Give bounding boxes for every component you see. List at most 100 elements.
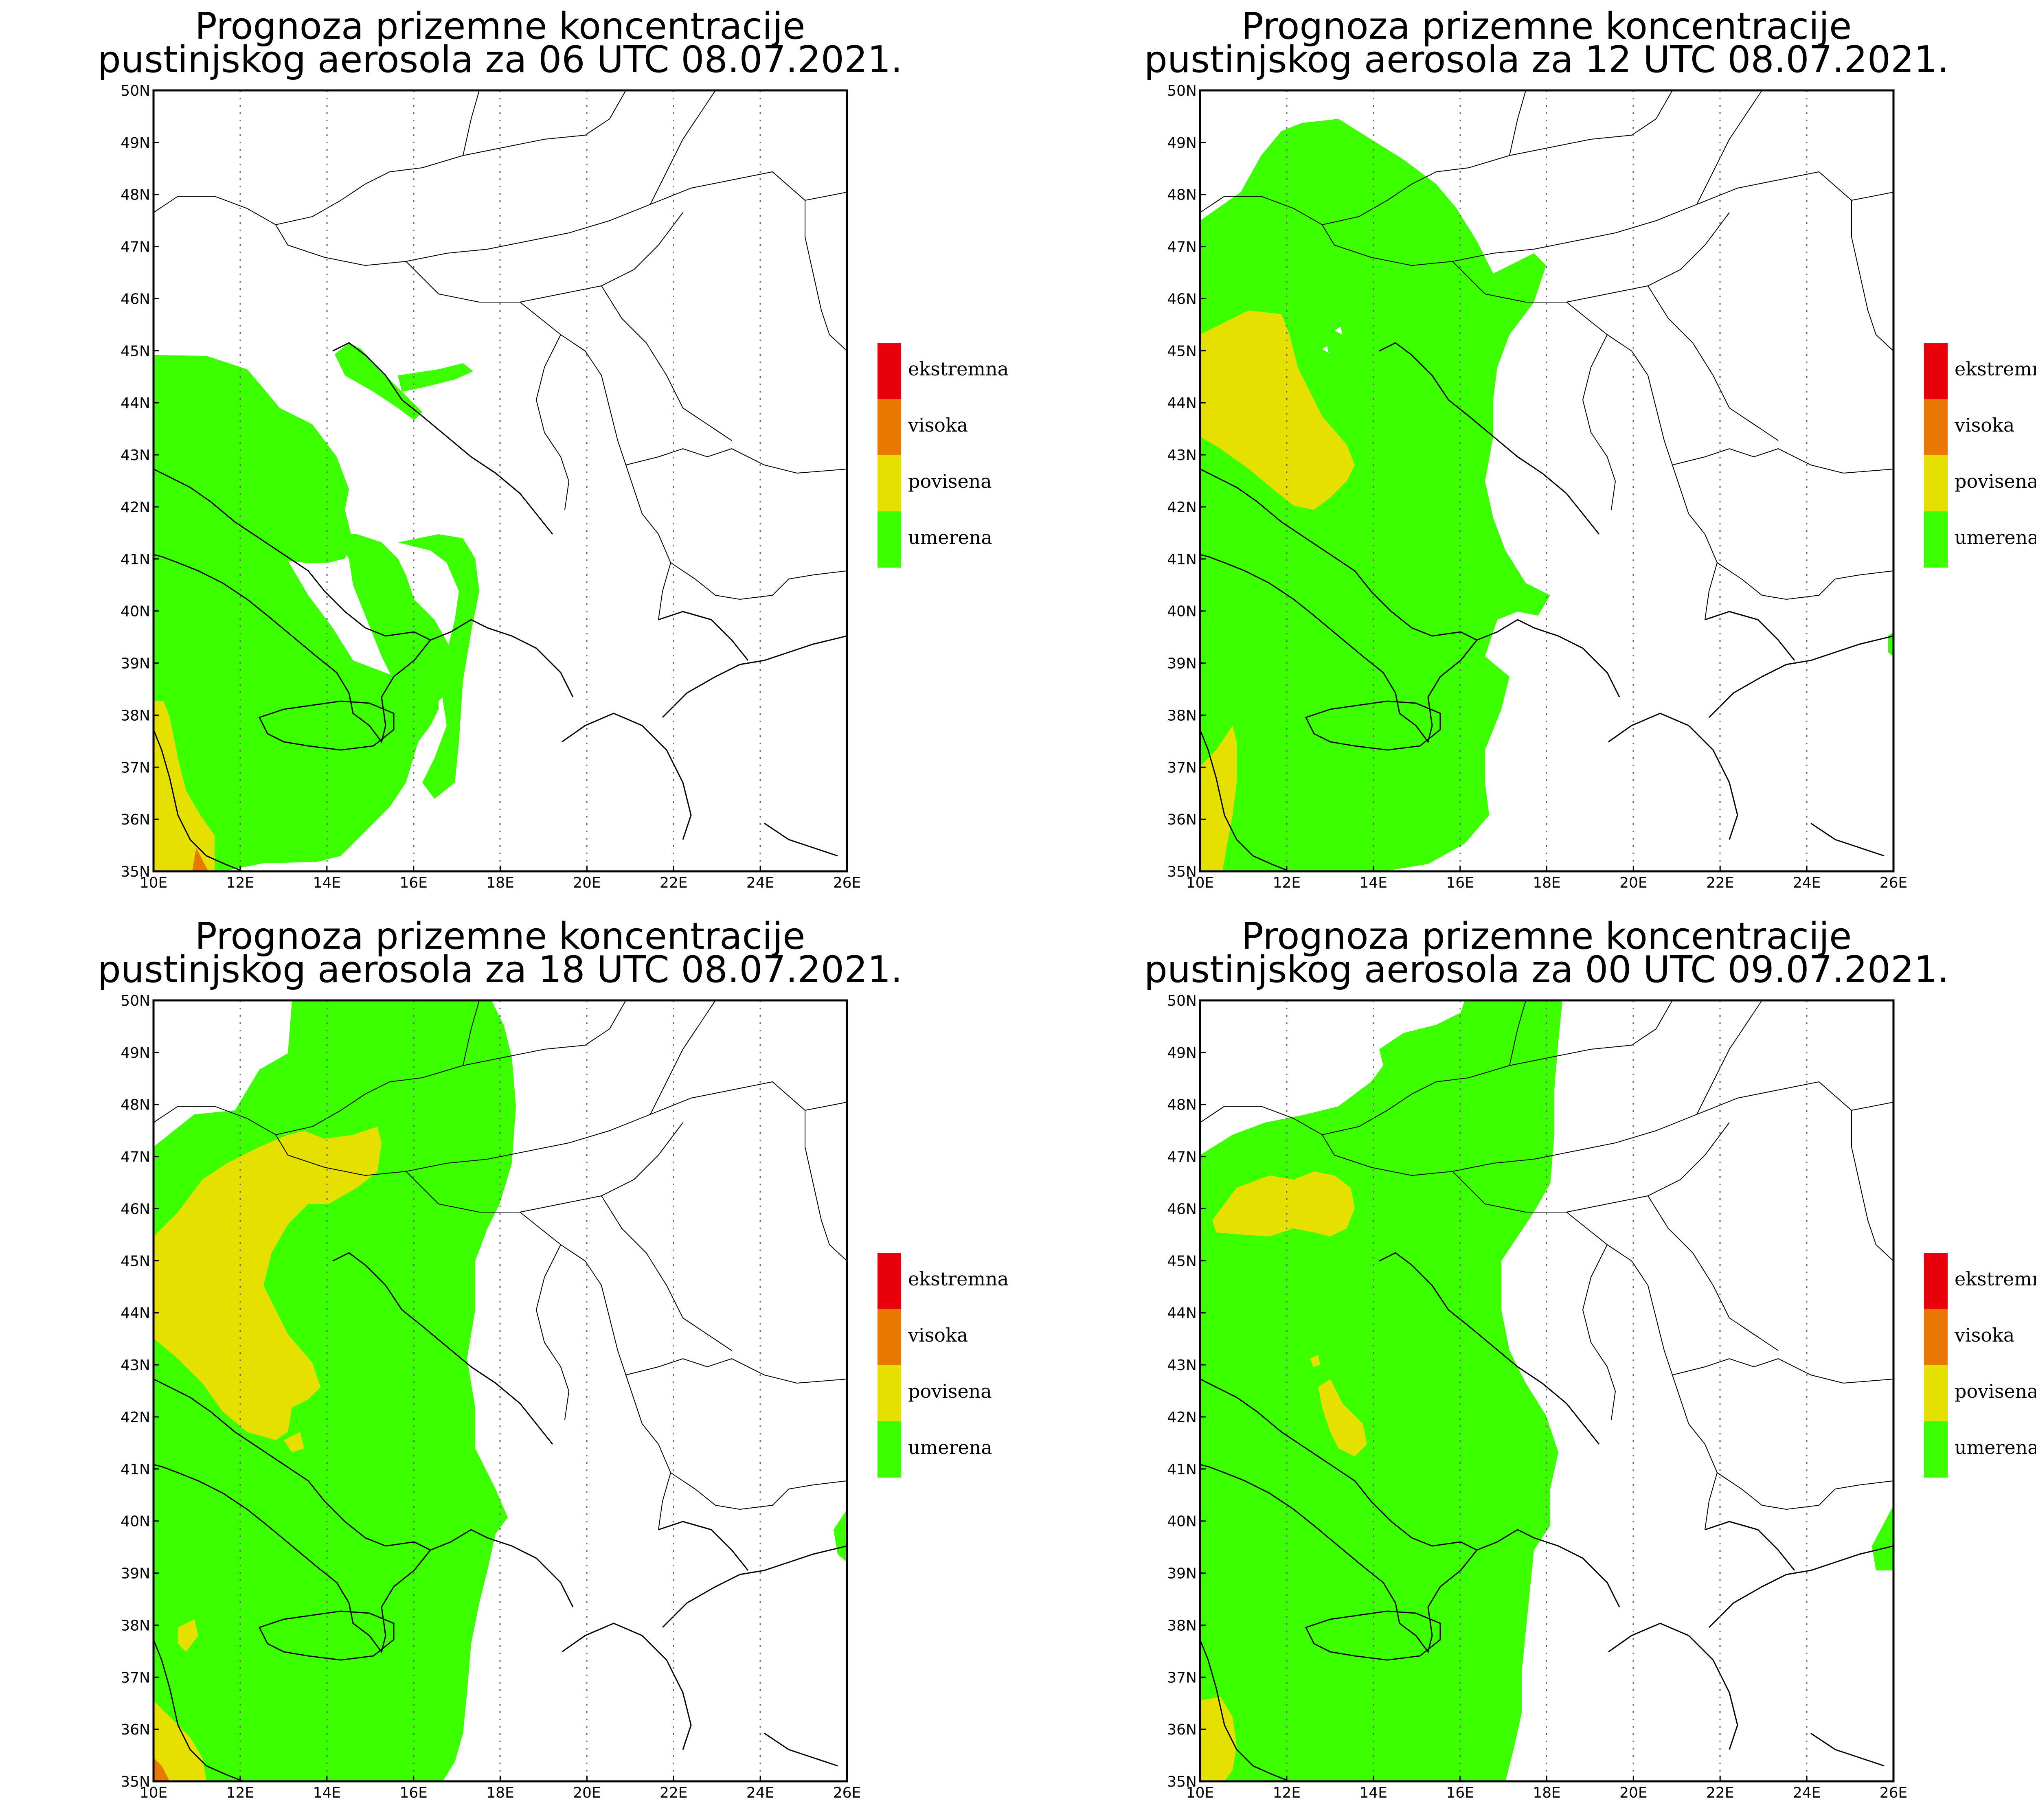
plot-area — [1200, 1000, 1893, 1781]
panel-title-line2: pustinjskog aerosola za 06 UTC 08.07.202… — [98, 38, 902, 81]
legend-swatch-visoka — [878, 1309, 901, 1365]
y-tick-label: 35N — [1167, 1774, 1197, 1790]
x-tick-label: 14E — [1359, 1785, 1387, 1801]
aerosol-umerena — [333, 534, 455, 709]
legend-swatch-ekstremna — [878, 1253, 901, 1309]
aerosol-povisena — [1200, 310, 1355, 510]
legend-swatch-umerena — [878, 511, 901, 568]
plot-area — [154, 90, 847, 871]
y-tick-label: 38N — [1167, 707, 1197, 724]
y-tick-label: 45N — [121, 1253, 150, 1270]
y-tick-label: 40N — [1167, 603, 1197, 620]
x-tick-label: 18E — [486, 1785, 514, 1801]
y-tick-label: 46N — [121, 291, 150, 307]
x-tick-label: 18E — [1533, 875, 1561, 891]
y-tick-label: 41N — [1167, 1461, 1197, 1478]
aerosol-umerena — [1200, 1000, 1562, 1781]
coastlines — [1200, 1252, 1893, 1781]
x-tick-label: 24E — [746, 875, 774, 891]
axis-ticks: 10E 12E 14E 16E 18E 20E 22E 24E 26E 35N 36N 37N 38N 3… — [1167, 83, 1907, 891]
panel-title-line1: Prognoza prizemne koncentracije — [1242, 915, 1852, 958]
x-tick-label: 12E — [226, 875, 254, 891]
concentration-legend: ekstremna visoka povisena umerena — [878, 1253, 1009, 1478]
y-tick-label: 41N — [121, 551, 150, 568]
x-tick-label: 22E — [1706, 1785, 1734, 1801]
x-tick-label: 16E — [1446, 875, 1474, 891]
y-tick-label: 46N — [1167, 291, 1197, 307]
y-tick-label: 48N — [1167, 187, 1197, 204]
y-tick-label: 40N — [1167, 1513, 1197, 1530]
y-tick-label: 38N — [121, 1617, 150, 1634]
aerosol-povisena — [1212, 1171, 1355, 1237]
country-borders — [154, 90, 847, 620]
y-tick-label: 49N — [121, 1045, 150, 1061]
hole — [1322, 346, 1329, 353]
aerosol-povisena — [178, 1619, 198, 1652]
map-panel-00utc: Prognoza prizemne koncentracije pustinjs… — [1144, 915, 2036, 1801]
y-tick-label: 38N — [121, 707, 150, 724]
y-tick-label: 49N — [1167, 1045, 1197, 1061]
country-borders — [1200, 90, 1893, 620]
y-tick-label: 44N — [121, 395, 150, 412]
y-tick-label: 35N — [121, 1774, 150, 1790]
y-tick-label: 50N — [121, 83, 150, 99]
y-tick-label: 44N — [1167, 1305, 1197, 1322]
y-tick-label: 50N — [1167, 993, 1197, 1009]
y-tick-label: 47N — [1167, 239, 1197, 256]
y-tick-label: 46N — [1167, 1201, 1197, 1217]
y-tick-label: 42N — [1167, 1409, 1197, 1426]
y-tick-label: 36N — [121, 811, 150, 828]
aerosol-visoka — [154, 1758, 170, 1781]
y-tick-label: 39N — [1167, 656, 1197, 672]
hole — [1334, 327, 1343, 335]
panel-title-line1: Prognoza prizemne koncentracije — [1242, 5, 1852, 48]
panel-title-line2: pustinjskog aerosola za 12 UTC 08.07.202… — [1144, 38, 1949, 81]
legend-label-ekstremna: ekstremna — [908, 1268, 1009, 1290]
y-tick-label: 35N — [1167, 864, 1197, 880]
y-tick-label: 37N — [121, 759, 150, 776]
x-tick-label: 26E — [1880, 875, 1908, 891]
y-tick-label: 50N — [1167, 83, 1197, 99]
x-tick-label: 14E — [313, 875, 341, 891]
map-panel-18utc: Prognoza prizemne koncentracije pustinjs… — [98, 915, 1009, 1801]
aerosol-umerena-edge — [834, 1509, 847, 1562]
y-tick-label: 43N — [1167, 1357, 1197, 1374]
y-tick-label: 42N — [1167, 499, 1197, 516]
legend-label-umerena: umerena — [908, 1436, 992, 1458]
aerosol-visoka — [192, 848, 208, 871]
legend-swatch-ekstremna — [1924, 1253, 1948, 1309]
legend-swatch-povisena — [878, 455, 901, 511]
x-tick-label: 14E — [313, 1785, 341, 1801]
y-tick-label: 45N — [1167, 1253, 1197, 1270]
legend-swatch-visoka — [1924, 1309, 1948, 1365]
x-tick-label: 10E — [140, 1785, 168, 1801]
y-tick-label: 45N — [1167, 343, 1197, 360]
x-tick-label: 10E — [1186, 875, 1214, 891]
aerosol-povisena — [154, 701, 215, 871]
x-tick-label: 26E — [833, 875, 861, 891]
country-borders — [1200, 1000, 1893, 1530]
legend-swatch-ekstremna — [878, 343, 901, 399]
x-tick-label: 20E — [1619, 875, 1648, 891]
y-tick-label: 39N — [1167, 1566, 1197, 1582]
x-tick-label: 20E — [573, 875, 601, 891]
x-tick-label: 14E — [1359, 875, 1387, 891]
aerosol-umerena — [398, 363, 473, 392]
axis-ticks: 10E 12E 14E 16E 18E 20E 22E 24E 26E 35N 36N 37N 38N 3… — [1167, 993, 1907, 1801]
y-tick-label: 48N — [121, 1097, 150, 1114]
x-tick-label: 22E — [660, 1785, 688, 1801]
plot-area — [154, 1000, 847, 1781]
legend-swatch-visoka — [1924, 399, 1948, 455]
map-panel-12utc: Prognoza prizemne koncentracije pustinjs… — [1144, 5, 2036, 891]
legend-label-ekstremna: ekstremna — [908, 358, 1009, 380]
x-tick-label: 20E — [573, 1785, 601, 1801]
y-tick-label: 37N — [121, 1669, 150, 1686]
y-tick-label: 40N — [121, 603, 150, 620]
y-tick-label: 46N — [121, 1201, 150, 1217]
x-tick-label: 10E — [140, 875, 168, 891]
x-tick-label: 24E — [746, 1785, 774, 1801]
aerosol-umerena-edge — [1888, 632, 1893, 656]
legend-label-visoka: visoka — [1954, 1324, 2014, 1346]
y-tick-label: 48N — [121, 187, 150, 204]
